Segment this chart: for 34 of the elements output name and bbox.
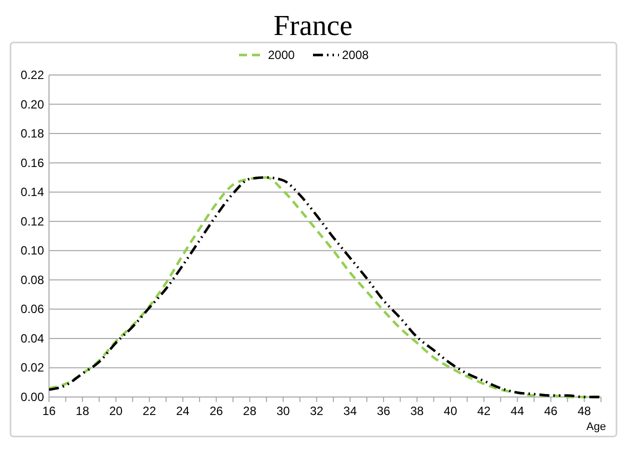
x-tick-label: 38 <box>410 404 424 418</box>
legend-label: 2008 <box>342 48 370 62</box>
y-tick-label: 0.12 <box>20 214 44 228</box>
x-tick-label: 40 <box>444 404 458 418</box>
x-tick-label: 32 <box>310 404 324 418</box>
y-tick-label: 0.14 <box>20 185 44 200</box>
y-tick-label: 0.18 <box>20 126 44 141</box>
x-tick-label: 30 <box>276 404 290 418</box>
x-tick-label: 26 <box>210 404 224 418</box>
x-tick-label: 16 <box>42 404 56 418</box>
y-tick-label: 0.16 <box>20 156 44 170</box>
x-tick-label: 44 <box>510 404 524 418</box>
x-tick-label: 34 <box>343 404 358 418</box>
x-tick-label: 28 <box>243 404 257 418</box>
y-tick-label: 0.22 <box>20 68 44 82</box>
y-tick-label: 0.04 <box>20 331 44 346</box>
x-tick-label: 18 <box>76 404 90 418</box>
y-tick-label: 0.00 <box>20 390 44 404</box>
line-series <box>48 176 602 398</box>
y-tick-label: 0.02 <box>20 360 44 375</box>
x-tick-label: 20 <box>109 404 123 418</box>
x-tick-label: 42 <box>477 404 491 418</box>
chart-title: France <box>274 10 352 42</box>
y-tick-label: 0.20 <box>20 97 44 112</box>
y-tick-label: 0.06 <box>20 302 44 316</box>
x-tick-label: 48 <box>578 404 592 418</box>
legend-label: 2000 <box>268 48 296 62</box>
x-axis-title: Age <box>586 421 606 433</box>
x-tick-label: 24 <box>176 404 190 418</box>
y-tick-label: 0.08 <box>20 272 44 287</box>
x-tick-label: 22 <box>142 404 156 418</box>
x-tick-label: 46 <box>544 404 558 418</box>
x-tick-label: 36 <box>376 404 391 418</box>
y-tick-label: 0.10 <box>20 244 44 258</box>
